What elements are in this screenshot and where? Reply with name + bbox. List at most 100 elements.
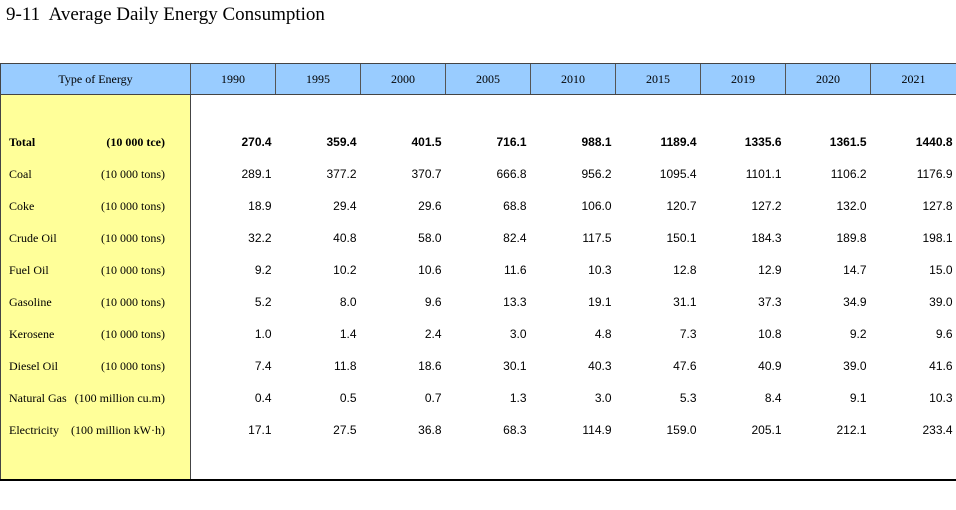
energy-type-name: Natural Gas — [9, 390, 67, 405]
value-cell: 127.8 — [922, 199, 953, 213]
value-cell: 41.6 — [929, 359, 953, 373]
column-header-type: Type of Energy — [0, 63, 191, 95]
value-cell: 40.9 — [758, 359, 782, 373]
value-cell: 47.6 — [673, 359, 697, 373]
value-cell: 1.4 — [339, 327, 357, 341]
value-cell: 401.5 — [411, 135, 442, 149]
value-cell: 68.8 — [503, 199, 527, 213]
value-cell: 7.3 — [679, 327, 697, 341]
column-header-year: 2000 — [360, 63, 446, 95]
value-cell: 198.1 — [922, 231, 953, 245]
value-cell: 1335.6 — [744, 135, 782, 149]
value-cell: 9.2 — [254, 263, 272, 277]
value-cell: 0.7 — [424, 391, 442, 405]
column-header-year: 2010 — [530, 63, 616, 95]
value-cell: 31.1 — [673, 295, 697, 309]
table-row: Diesel Oil (10 000 tons) 7.4 11.8 18.6 30.1 40… — [0, 350, 956, 382]
value-cell: 82.4 — [503, 231, 527, 245]
value-cell: 29.6 — [418, 199, 442, 213]
header-row: Type of Energy 1990 1995 2000 2005 2010 … — [0, 63, 956, 95]
value-cell: 117.5 — [582, 231, 612, 245]
column-header-year: 2005 — [445, 63, 531, 95]
energy-type-name: Coal — [9, 166, 32, 181]
value-cell: 39.0 — [843, 359, 867, 373]
energy-type-name: Fuel Oil — [9, 262, 49, 277]
value-cell: 27.5 — [333, 423, 357, 437]
row-label: Kerosene (10 000 tons) — [0, 318, 191, 350]
value-cell: 3.0 — [509, 327, 527, 341]
value-cell: 150.1 — [666, 231, 697, 245]
spacer-row — [0, 446, 956, 481]
value-cell: 17.1 — [248, 423, 272, 437]
table-row: Electricity (100 million kW·h) 17.1 27.5 36.… — [0, 414, 956, 446]
value-cell: 0.4 — [254, 391, 272, 405]
value-cell: 120.7 — [666, 199, 697, 213]
energy-table: Type of Energy 1990 1995 2000 2005 2010 … — [0, 63, 956, 481]
table-row: Fuel Oil (10 000 tons) 9.2 10.2 10.6 11.6 10.3… — [0, 254, 956, 286]
value-cell: 212.1 — [836, 423, 867, 437]
value-cell: 270.4 — [241, 135, 272, 149]
value-cell: 58.0 — [418, 231, 442, 245]
value-cell: 289.1 — [241, 167, 272, 181]
value-cell: 3.0 — [594, 391, 612, 405]
value-cell: 13.3 — [503, 295, 527, 309]
energy-unit: (10 000 tce) — [106, 134, 165, 149]
table-row: Coke (10 000 tons) 18.9 29.4 29.6 68.8 106.0 12… — [0, 190, 956, 222]
energy-type-name: Diesel Oil — [9, 358, 58, 373]
row-label: Coke (10 000 tons) — [0, 190, 191, 222]
value-cell: 1.0 — [254, 327, 272, 341]
value-cell: 9.1 — [849, 391, 867, 405]
value-cell: 34.9 — [843, 295, 867, 309]
page-title: 9-11 Average Daily Energy Consumption — [6, 4, 325, 25]
energy-unit: (10 000 tons) — [101, 358, 165, 373]
column-header-year: 2019 — [700, 63, 786, 95]
row-label: Total (10 000 tce) — [0, 126, 191, 158]
energy-unit: (100 million cu.m) — [74, 390, 165, 405]
row-label: Fuel Oil (10 000 tons) — [0, 254, 191, 286]
value-cell: 1.3 — [509, 391, 527, 405]
value-cell: 39.0 — [929, 295, 953, 309]
table-row: Gasoline (10 000 tons) 5.2 8.0 9.6 13.3 19.1 31… — [0, 286, 956, 318]
value-cell: 106.0 — [581, 199, 612, 213]
value-cell: 10.3 — [588, 263, 612, 277]
table-row: Crude Oil (10 000 tons) 32.2 40.8 58.0 82.4 11… — [0, 222, 956, 254]
value-cell: 9.6 — [424, 295, 442, 309]
table-row: Kerosene (10 000 tons) 1.0 1.4 2.4 3.0 4.8 7.3 1… — [0, 318, 956, 350]
value-cell: 184.3 — [751, 231, 782, 245]
row-label: Diesel Oil (10 000 tons) — [0, 350, 191, 382]
value-cell: 0.5 — [339, 391, 357, 405]
value-cell: 359.4 — [326, 135, 357, 149]
value-cell: 10.6 — [418, 263, 442, 277]
energy-type-name: Crude Oil — [9, 230, 57, 245]
column-header-year: 1990 — [190, 63, 276, 95]
energy-unit: (10 000 tons) — [101, 198, 165, 213]
value-cell: 9.6 — [935, 327, 953, 341]
energy-unit: (10 000 tons) — [101, 166, 165, 181]
energy-unit: (100 million kW·h) — [71, 422, 165, 437]
energy-type-name: Kerosene — [9, 326, 55, 341]
value-cell: 127.2 — [751, 199, 782, 213]
value-cell: 4.8 — [594, 327, 612, 341]
value-cell: 36.8 — [418, 423, 442, 437]
energy-type-name: Electricity — [9, 422, 59, 437]
spacer-row — [0, 94, 956, 126]
value-cell: 12.9 — [758, 263, 782, 277]
value-cell: 10.8 — [758, 327, 782, 341]
value-cell: 12.8 — [673, 263, 697, 277]
value-cell: 370.7 — [411, 167, 442, 181]
value-cell: 9.2 — [849, 327, 867, 341]
column-header-year: 2021 — [870, 63, 956, 95]
value-cell: 666.8 — [496, 167, 527, 181]
value-cell: 40.3 — [588, 359, 612, 373]
value-cell: 15.0 — [929, 263, 953, 277]
energy-unit: (10 000 tons) — [101, 326, 165, 341]
value-cell: 1189.4 — [660, 135, 697, 149]
row-label: Coal (10 000 tons) — [0, 158, 191, 190]
value-cell: 1101.1 — [745, 167, 782, 181]
value-cell: 2.4 — [424, 327, 442, 341]
value-cell: 1106.2 — [830, 167, 867, 181]
energy-unit: (10 000 tons) — [101, 230, 165, 245]
value-cell: 14.7 — [843, 263, 867, 277]
table-row: Coal (10 000 tons) 289.1 377.2 370.7 666.8 956… — [0, 158, 956, 190]
value-cell: 8.0 — [339, 295, 357, 309]
